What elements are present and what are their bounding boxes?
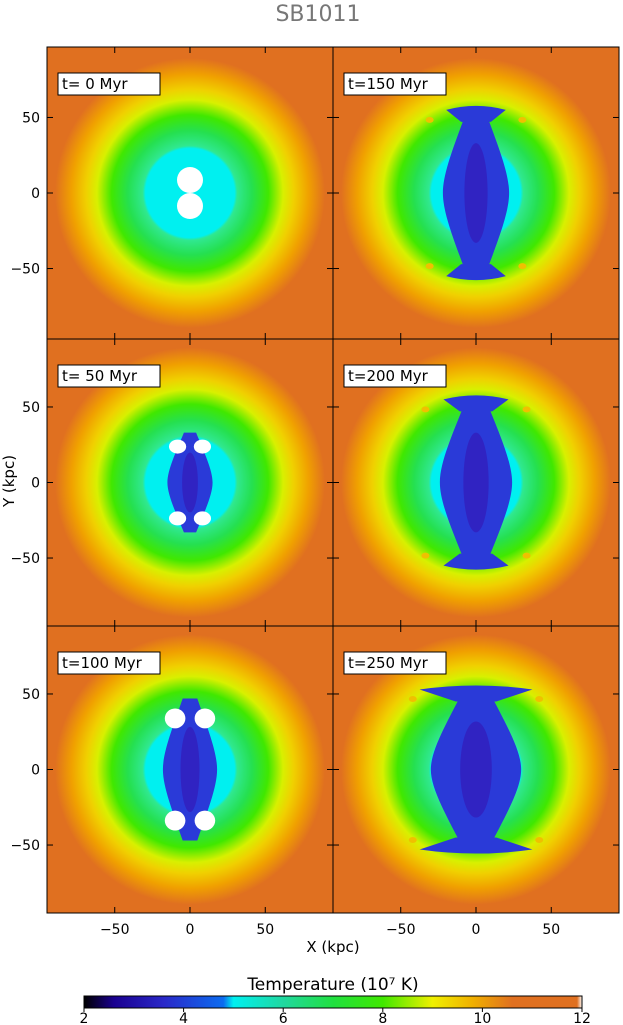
colorbar-label: Temperature (10⁷ K) — [246, 975, 418, 995]
y-tick-label: −50 — [10, 262, 40, 278]
axes: 50 0 −50 50 0 −50 50 0 −50 −50 0 50 −50 0 50 — [10, 110, 560, 938]
panel: t=150 Myr — [332, 46, 620, 340]
hot-knot — [421, 406, 430, 413]
hot-knot — [421, 552, 430, 559]
bubble-cap-bottom — [419, 837, 533, 854]
x-tick-label: 50 — [542, 922, 560, 938]
panel: t=100 Myr — [46, 625, 334, 914]
hot-knot — [164, 708, 186, 729]
hot-knot — [193, 511, 211, 526]
panel-time-label-box — [57, 72, 161, 96]
bubble-cap-top — [443, 395, 509, 412]
bubble-interior — [463, 432, 489, 533]
panel-time-label-box — [57, 364, 161, 388]
hot-knot — [169, 439, 187, 454]
panel-time-label-box — [343, 72, 447, 96]
panel-grid: t= 0 Myr t=150 Myr t= 50 Myr t=200 Myr t=100… — [46, 46, 620, 914]
y-tick-label: 50 — [22, 687, 40, 703]
figure-title: SB1011 — [275, 2, 360, 27]
panel-time-label: t= 50 Myr — [62, 367, 138, 385]
panel-time-label: t= 0 Myr — [62, 75, 128, 93]
hot-knot — [194, 708, 216, 729]
bubble-interior — [180, 726, 200, 813]
hot-bubble-top — [177, 167, 203, 193]
hot-knot — [535, 836, 544, 843]
panel-time-label: t=200 Myr — [348, 367, 429, 385]
hot-knot — [164, 810, 186, 831]
bubble-cap-top — [419, 685, 533, 702]
y-tick-label: 0 — [31, 476, 40, 492]
bubble-interior — [464, 143, 488, 243]
x-tick-label: −50 — [386, 922, 416, 938]
colorbar: Temperature (10⁷ K) 2 4 6 8 10 12 — [80, 975, 591, 1025]
y-tick-label: 0 — [31, 186, 40, 202]
x-tick-label: −50 — [100, 922, 130, 938]
hot-knot — [425, 116, 434, 123]
colorbar-gradient — [83, 995, 583, 1009]
colorbar-tick-label: 10 — [473, 1011, 491, 1025]
bubble-interior — [182, 452, 198, 513]
panel-time-label-box — [343, 364, 447, 388]
hot-knot — [194, 810, 216, 831]
hot-bubble-bottom — [177, 193, 203, 219]
hot-knot — [518, 263, 527, 270]
panel: t= 0 Myr — [46, 46, 334, 340]
bubble-cap-top — [446, 105, 506, 122]
hot-knot — [522, 406, 531, 413]
hot-knot — [193, 439, 211, 454]
panel-time-label: t=250 Myr — [348, 654, 429, 672]
bubble-interior — [460, 721, 492, 818]
panel: t=200 Myr — [332, 338, 620, 627]
bubble-cap-bottom — [443, 553, 509, 570]
hot-knot — [425, 263, 434, 270]
colorbar-ticks: 2 4 6 8 10 12 — [80, 1008, 591, 1025]
panel-time-label-box — [343, 651, 447, 675]
panel-time-label-box — [57, 651, 161, 675]
y-axis-label: Y (kpc) — [0, 455, 18, 508]
y-tick-label: 0 — [31, 763, 40, 779]
colorbar-tick-label: 12 — [573, 1011, 591, 1025]
hot-knot — [408, 836, 417, 843]
colorbar-tick-label: 2 — [80, 1011, 89, 1025]
x-tick-label: 50 — [256, 922, 274, 938]
y-tick-label: −50 — [10, 838, 40, 854]
x-tick-label: 0 — [186, 922, 195, 938]
panel: t=250 Myr — [332, 625, 620, 914]
y-tick-label: 50 — [22, 110, 40, 126]
panel-time-label: t=150 Myr — [348, 75, 429, 93]
x-axis-label: X (kpc) — [306, 938, 359, 956]
panel-time-label: t=100 Myr — [62, 654, 143, 672]
x-tick-label: 0 — [472, 922, 481, 938]
panel: t= 50 Myr — [46, 338, 334, 627]
y-tick-label: 50 — [22, 400, 40, 416]
bubble-cap-bottom — [446, 264, 506, 281]
hot-knot — [522, 552, 531, 559]
hot-knot — [535, 696, 544, 703]
colorbar-tick-label: 4 — [179, 1011, 188, 1025]
hot-knot — [169, 511, 187, 526]
hot-knot — [408, 696, 417, 703]
y-tick-label: −50 — [10, 551, 40, 567]
colorbar-tick-label: 8 — [378, 1011, 387, 1025]
hot-knot — [518, 116, 527, 123]
colorbar-tick-label: 6 — [279, 1011, 288, 1025]
